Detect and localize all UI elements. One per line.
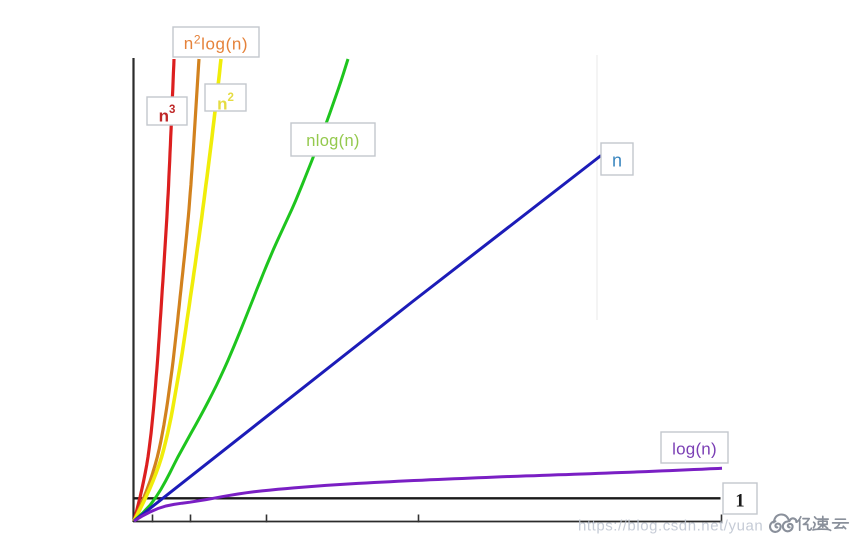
svg-text:nlog(n): nlog(n) — [306, 132, 359, 150]
svg-text:1: 1 — [735, 492, 744, 512]
svg-text:https://blog.csdn.net/yuan: https://blog.csdn.net/yuan — [578, 518, 763, 535]
svg-text:n2log(n): n2log(n) — [184, 33, 248, 54]
svg-text:n: n — [612, 151, 622, 171]
svg-text:log(n): log(n) — [672, 440, 717, 459]
